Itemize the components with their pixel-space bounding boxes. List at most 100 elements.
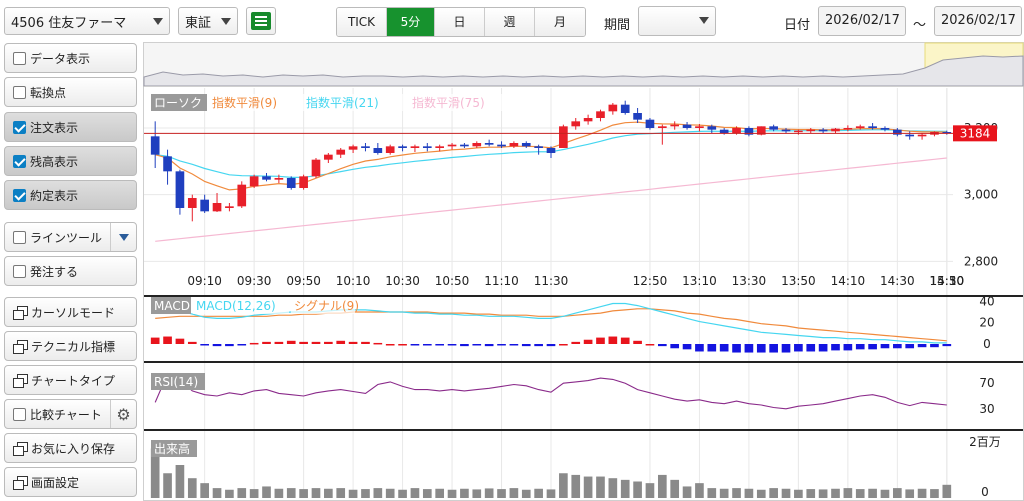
volume-bar — [831, 488, 840, 498]
turning-point-toggle[interactable]: 転換点 — [4, 77, 137, 107]
chart-frame — [143, 42, 1024, 501]
candle-body — [620, 104, 630, 113]
date-label: 日付 — [784, 18, 811, 33]
candle-body — [633, 113, 642, 120]
date-to-field[interactable]: 2026/02/17 — [934, 6, 1022, 36]
volume-bar — [620, 479, 630, 498]
macd-histogram-bar — [546, 344, 556, 347]
volume-bar — [262, 486, 271, 498]
candle-body — [571, 121, 581, 127]
macd-histogram-bar — [583, 339, 593, 344]
volume-bar — [237, 488, 247, 498]
volume-bar — [447, 489, 457, 498]
macd-histogram-bar — [695, 344, 704, 352]
position-display-toggle[interactable]: 残高表示 — [4, 146, 137, 176]
candle-body — [398, 146, 407, 148]
tab-tick[interactable]: TICK — [337, 8, 387, 36]
tab-day[interactable]: 日 — [435, 8, 485, 36]
compare-chart-toggle[interactable]: 比較チャート ⚙ — [4, 399, 137, 429]
tab-month[interactable]: 月 — [535, 8, 585, 36]
volume-bar — [497, 489, 506, 498]
candle-body — [509, 143, 519, 147]
candle-body — [756, 126, 766, 135]
candle-body — [237, 184, 247, 207]
candle-body — [546, 148, 556, 153]
checkbox-icon — [13, 407, 26, 421]
candle-body — [311, 159, 321, 177]
symbol-select-value: 4506 住友ファーマ — [11, 15, 127, 31]
period-select[interactable] — [638, 6, 716, 36]
line-tool-label: ラインツール — [30, 230, 103, 245]
line-tool-toggle[interactable]: ラインツール — [4, 222, 137, 252]
rsi-legend-bg — [151, 373, 205, 390]
candle-body — [497, 144, 506, 147]
macd-histogram-bar — [917, 344, 927, 348]
timeframe-tabs: TICK 5分 日 週 月 — [336, 7, 586, 37]
volume-bar — [521, 489, 531, 498]
list-view-button[interactable] — [246, 7, 276, 35]
macd-histogram-bar — [942, 344, 952, 347]
checkbox-checked-icon — [13, 120, 26, 134]
tab-5min[interactable]: 5分 — [387, 8, 435, 36]
window-icon — [13, 441, 28, 456]
x-axis-label: 13:50 — [781, 274, 816, 288]
candle-body — [645, 119, 655, 128]
macd-histogram-bar — [299, 341, 308, 344]
checkbox-icon — [13, 85, 26, 99]
tab-week[interactable]: 週 — [485, 8, 535, 36]
order-display-toggle[interactable]: 注文表示 — [4, 112, 137, 142]
volume-bar — [324, 488, 333, 498]
screen-settings-button[interactable]: 画面設定 — [4, 467, 137, 497]
symbol-select[interactable]: 4506 住友ファーマ — [4, 7, 170, 35]
line-tool-dropdown[interactable] — [110, 223, 136, 251]
macd-histogram-bar — [422, 344, 432, 346]
volume-bar — [769, 488, 778, 498]
volume-bar — [732, 488, 741, 498]
execution-display-toggle[interactable]: 約定表示 — [4, 180, 137, 210]
legend-item-bg — [151, 94, 207, 111]
compare-settings-button[interactable]: ⚙ — [110, 400, 136, 428]
favorites-save-button[interactable]: お気に入り保存 — [4, 433, 137, 463]
macd-histogram-bar — [831, 344, 840, 351]
data-display-toggle[interactable]: データ表示 — [4, 43, 137, 73]
x-axis-label: 09:10 — [187, 274, 222, 288]
technical-indicator-button[interactable]: テクニカル指標 — [4, 331, 137, 361]
volume-bar — [756, 489, 766, 498]
candle-body — [521, 143, 531, 147]
macd-histogram-bar — [509, 344, 519, 346]
checkbox-icon — [13, 264, 26, 278]
macd-axis-label: 0 — [983, 337, 991, 351]
candle-body — [163, 156, 172, 172]
date-from-field[interactable]: 2026/02/17 — [818, 6, 906, 36]
volume-bar — [806, 489, 816, 498]
candle-body — [348, 146, 358, 150]
candle-body — [781, 129, 791, 132]
chart-type-button[interactable]: チャートタイプ — [4, 365, 137, 395]
candle-body — [806, 129, 816, 132]
market-select[interactable]: 東証 — [178, 7, 238, 35]
cursor-mode-button[interactable]: カーソルモード — [4, 297, 137, 327]
screen-settings-label: 画面設定 — [31, 475, 80, 490]
period-label: 期間 — [604, 18, 631, 33]
volume-bar — [559, 473, 568, 498]
macd-legend-bg — [291, 297, 355, 314]
macd-histogram-bar — [633, 340, 642, 344]
volume-bar — [930, 489, 939, 498]
macd-histogram-bar — [818, 344, 828, 352]
macd-histogram-bar — [596, 337, 605, 344]
candle-body — [212, 203, 222, 212]
overview-navigator[interactable] — [143, 42, 1024, 87]
candle-body — [274, 178, 284, 180]
rsi-legend-label: RSI(14) — [154, 375, 198, 389]
macd-histogram-bar — [880, 344, 890, 349]
volume-bar — [150, 448, 160, 498]
volume-bar — [435, 488, 445, 498]
volume-bar — [608, 478, 618, 498]
volume-bar — [719, 488, 729, 498]
x-axis-label: 13:30 — [732, 274, 767, 288]
macd-legend-bg — [151, 297, 191, 314]
volume-bar — [385, 488, 395, 498]
volume-bar — [682, 486, 692, 498]
place-order-toggle[interactable]: 発注する — [4, 256, 137, 286]
